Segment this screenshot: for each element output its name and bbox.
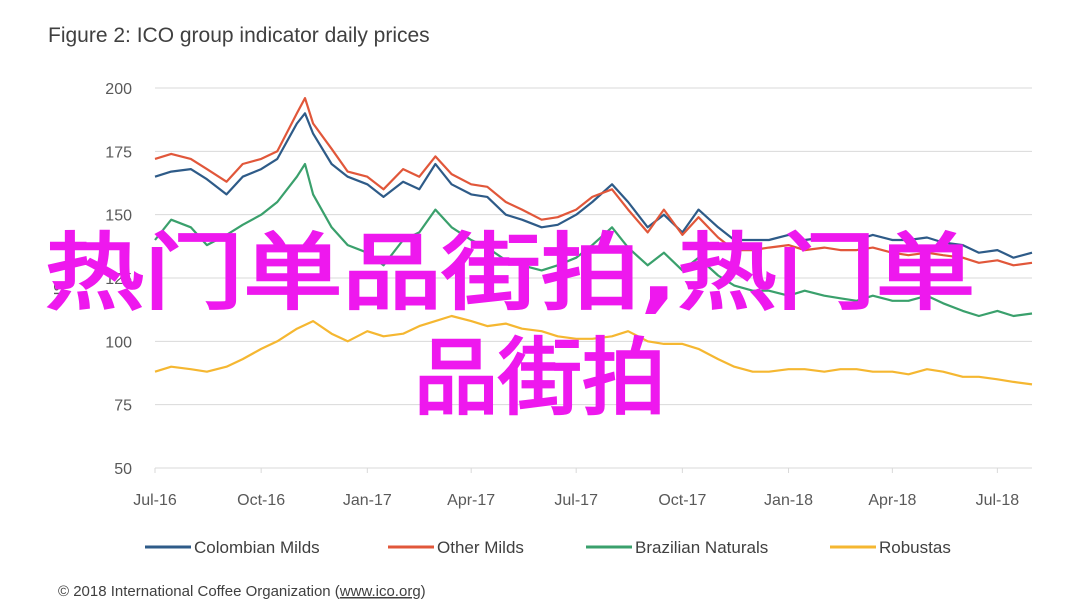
x-tick-label: Apr-17 xyxy=(447,492,495,509)
y-tick-label: 75 xyxy=(114,398,132,415)
ico-website-link[interactable]: www.ico.org xyxy=(339,583,421,600)
x-tick-label: Oct-17 xyxy=(658,492,706,509)
x-tick-label: Jul-16 xyxy=(133,492,177,509)
overlay-text-line1: 热门单品街拍,热门单 xyxy=(45,224,975,322)
copyright-close: ) xyxy=(421,583,426,600)
gridlines xyxy=(155,87,1032,469)
y-tick-label: 150 xyxy=(105,208,132,225)
x-tick-label: Jul-17 xyxy=(554,492,598,509)
series-line-other-milds xyxy=(154,97,1033,267)
legend-label: Colombian Milds xyxy=(194,538,320,557)
y-axis-label: US xyxy=(51,282,68,303)
x-axis-ticks: Jul-16 Oct-16 Jan-17 Apr-17 Jul-17 Oct-17 Jan-… xyxy=(133,468,1019,509)
legend-label: Robustas xyxy=(879,538,951,557)
legend-label: Brazilian Naturals xyxy=(635,538,768,557)
series-line-colombian-milds xyxy=(154,112,1033,259)
x-tick-label: Oct-16 xyxy=(237,492,285,509)
y-tick-label: 50 xyxy=(114,461,132,478)
chart-title: Figure 2: ICO group indicator daily pric… xyxy=(48,24,430,47)
series-lines xyxy=(154,97,1033,386)
y-tick-label: 100 xyxy=(105,334,132,351)
y-tick-label: 175 xyxy=(105,144,132,161)
x-tick-label: Apr-18 xyxy=(868,492,916,509)
legend: Colombian Milds Other Milds Brazilian Natu… xyxy=(145,538,951,557)
x-tick-label: Jan-18 xyxy=(764,492,813,509)
y-axis-ticks: 50 75 100 125 150 175 200 xyxy=(105,81,132,478)
y-tick-label: 125 xyxy=(105,271,132,288)
legend-label: Other Milds xyxy=(437,538,524,557)
x-tick-label: Jul-18 xyxy=(976,492,1020,509)
overlay-text-line2: 品街拍 xyxy=(414,329,666,427)
copyright-text: © 2018 International Coffee Organization… xyxy=(58,583,340,600)
y-tick-label: 200 xyxy=(105,81,132,98)
series-line-brazilian-naturals xyxy=(154,162,1033,318)
copyright-footer: © 2018 International Coffee Organization… xyxy=(58,583,426,600)
x-tick-label: Jan-17 xyxy=(343,492,392,509)
series-line-robustas xyxy=(154,314,1033,386)
